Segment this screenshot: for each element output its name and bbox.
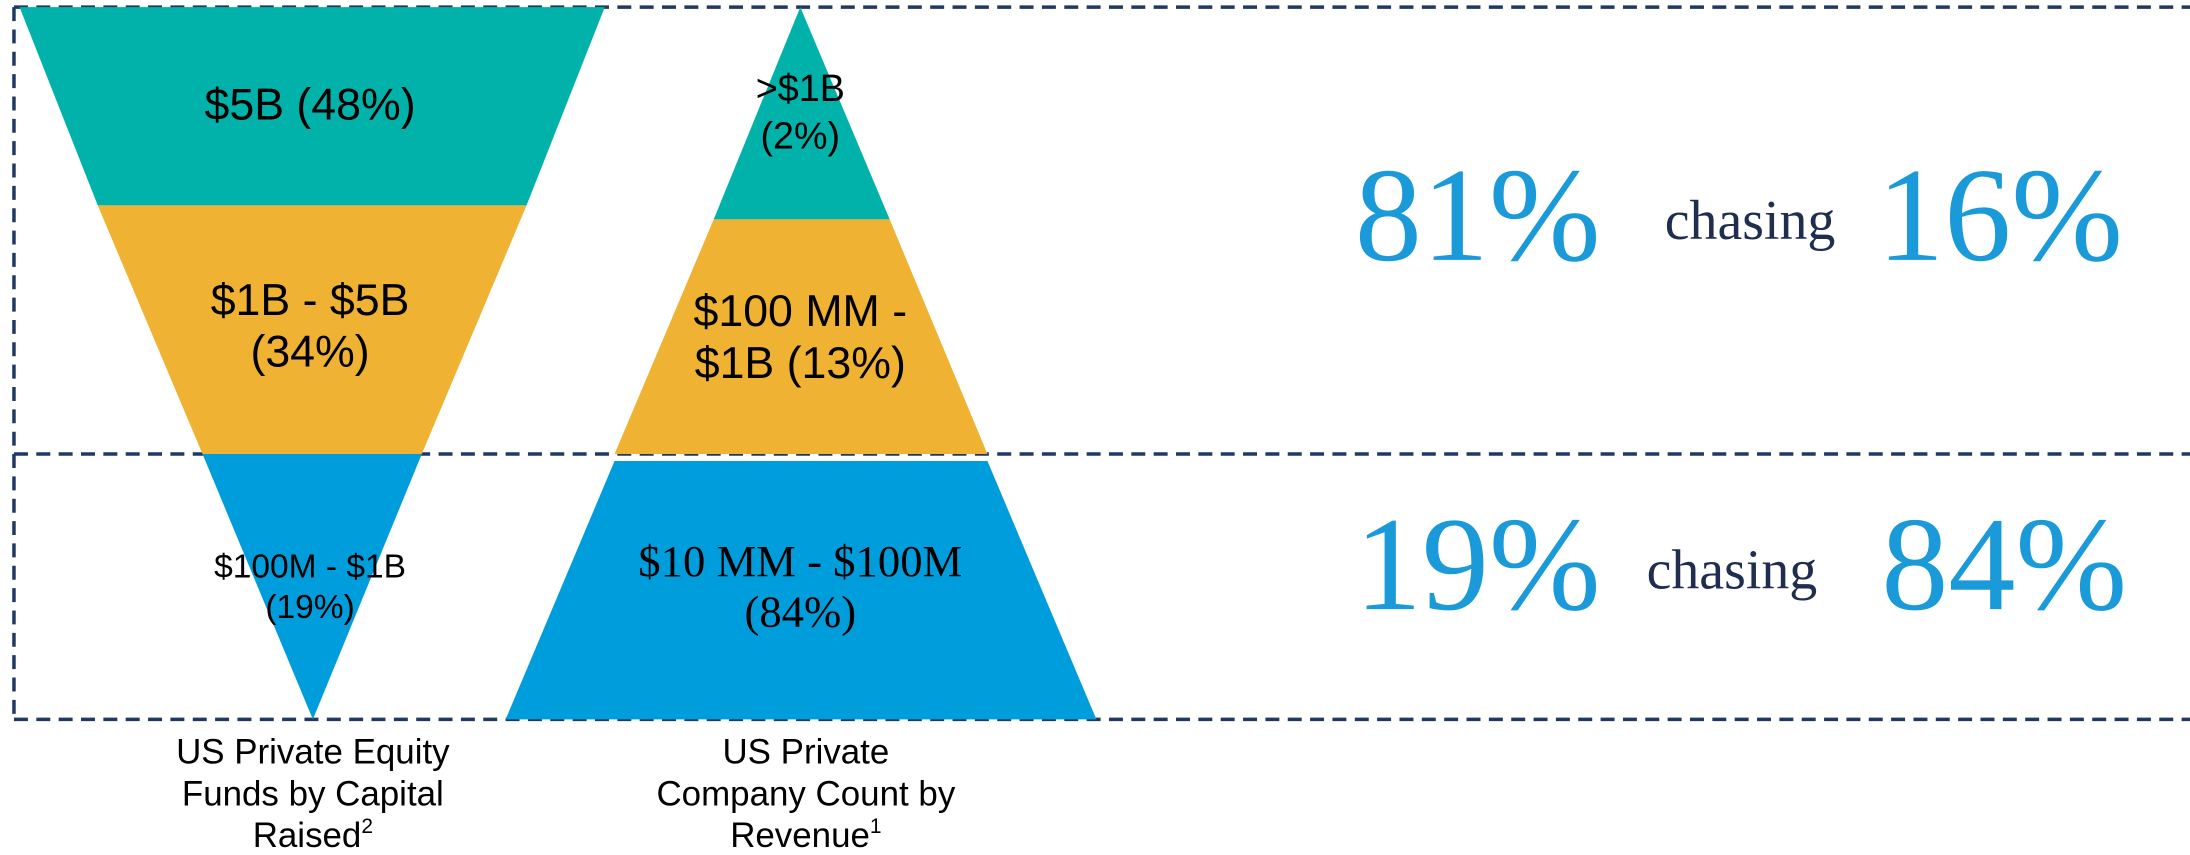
footnote-marker: 2	[361, 814, 373, 837]
funnel-segment	[97, 205, 527, 455]
connector-word: chasing	[1665, 190, 1836, 252]
segment-label: (84%)	[744, 586, 856, 636]
stat: 19%	[1355, 491, 1601, 639]
segment-label: $100 MM -	[694, 287, 908, 336]
caption: Revenue	[730, 816, 870, 855]
segment-label: $1B - $5B	[211, 276, 410, 325]
funnel-segment	[19, 7, 605, 206]
pyramid-segment	[713, 7, 890, 220]
caption: Company Count by	[656, 774, 955, 813]
segment-label: $10 MM - $100M	[638, 536, 962, 586]
segment-label: (19%)	[265, 589, 354, 626]
segment-label: >$1B	[756, 67, 845, 109]
caption: Raised	[253, 816, 362, 855]
caption: US Private Equity	[176, 733, 450, 772]
segment-label: $5B (48%)	[204, 80, 415, 129]
segment-label: (2%)	[760, 114, 840, 156]
stat: 84%	[1881, 491, 2127, 639]
caption: US Private	[722, 733, 889, 772]
segment-label: $100M - $1B	[214, 548, 406, 585]
funnel-segment	[202, 454, 422, 720]
caption: Funds by Capital	[182, 774, 444, 813]
connector-word: chasing	[1647, 539, 1818, 601]
segment-label: $1B (13%)	[695, 339, 906, 388]
caption: Revenue1	[730, 814, 881, 855]
segment-label: (34%)	[250, 328, 369, 377]
stat: 16%	[1877, 142, 2123, 290]
caption: Raised2	[253, 814, 373, 855]
stat: 81%	[1355, 142, 1601, 290]
pyramid-segment	[614, 219, 988, 455]
footnote-marker: 1	[870, 814, 882, 837]
pyramid-segment	[505, 461, 1097, 720]
